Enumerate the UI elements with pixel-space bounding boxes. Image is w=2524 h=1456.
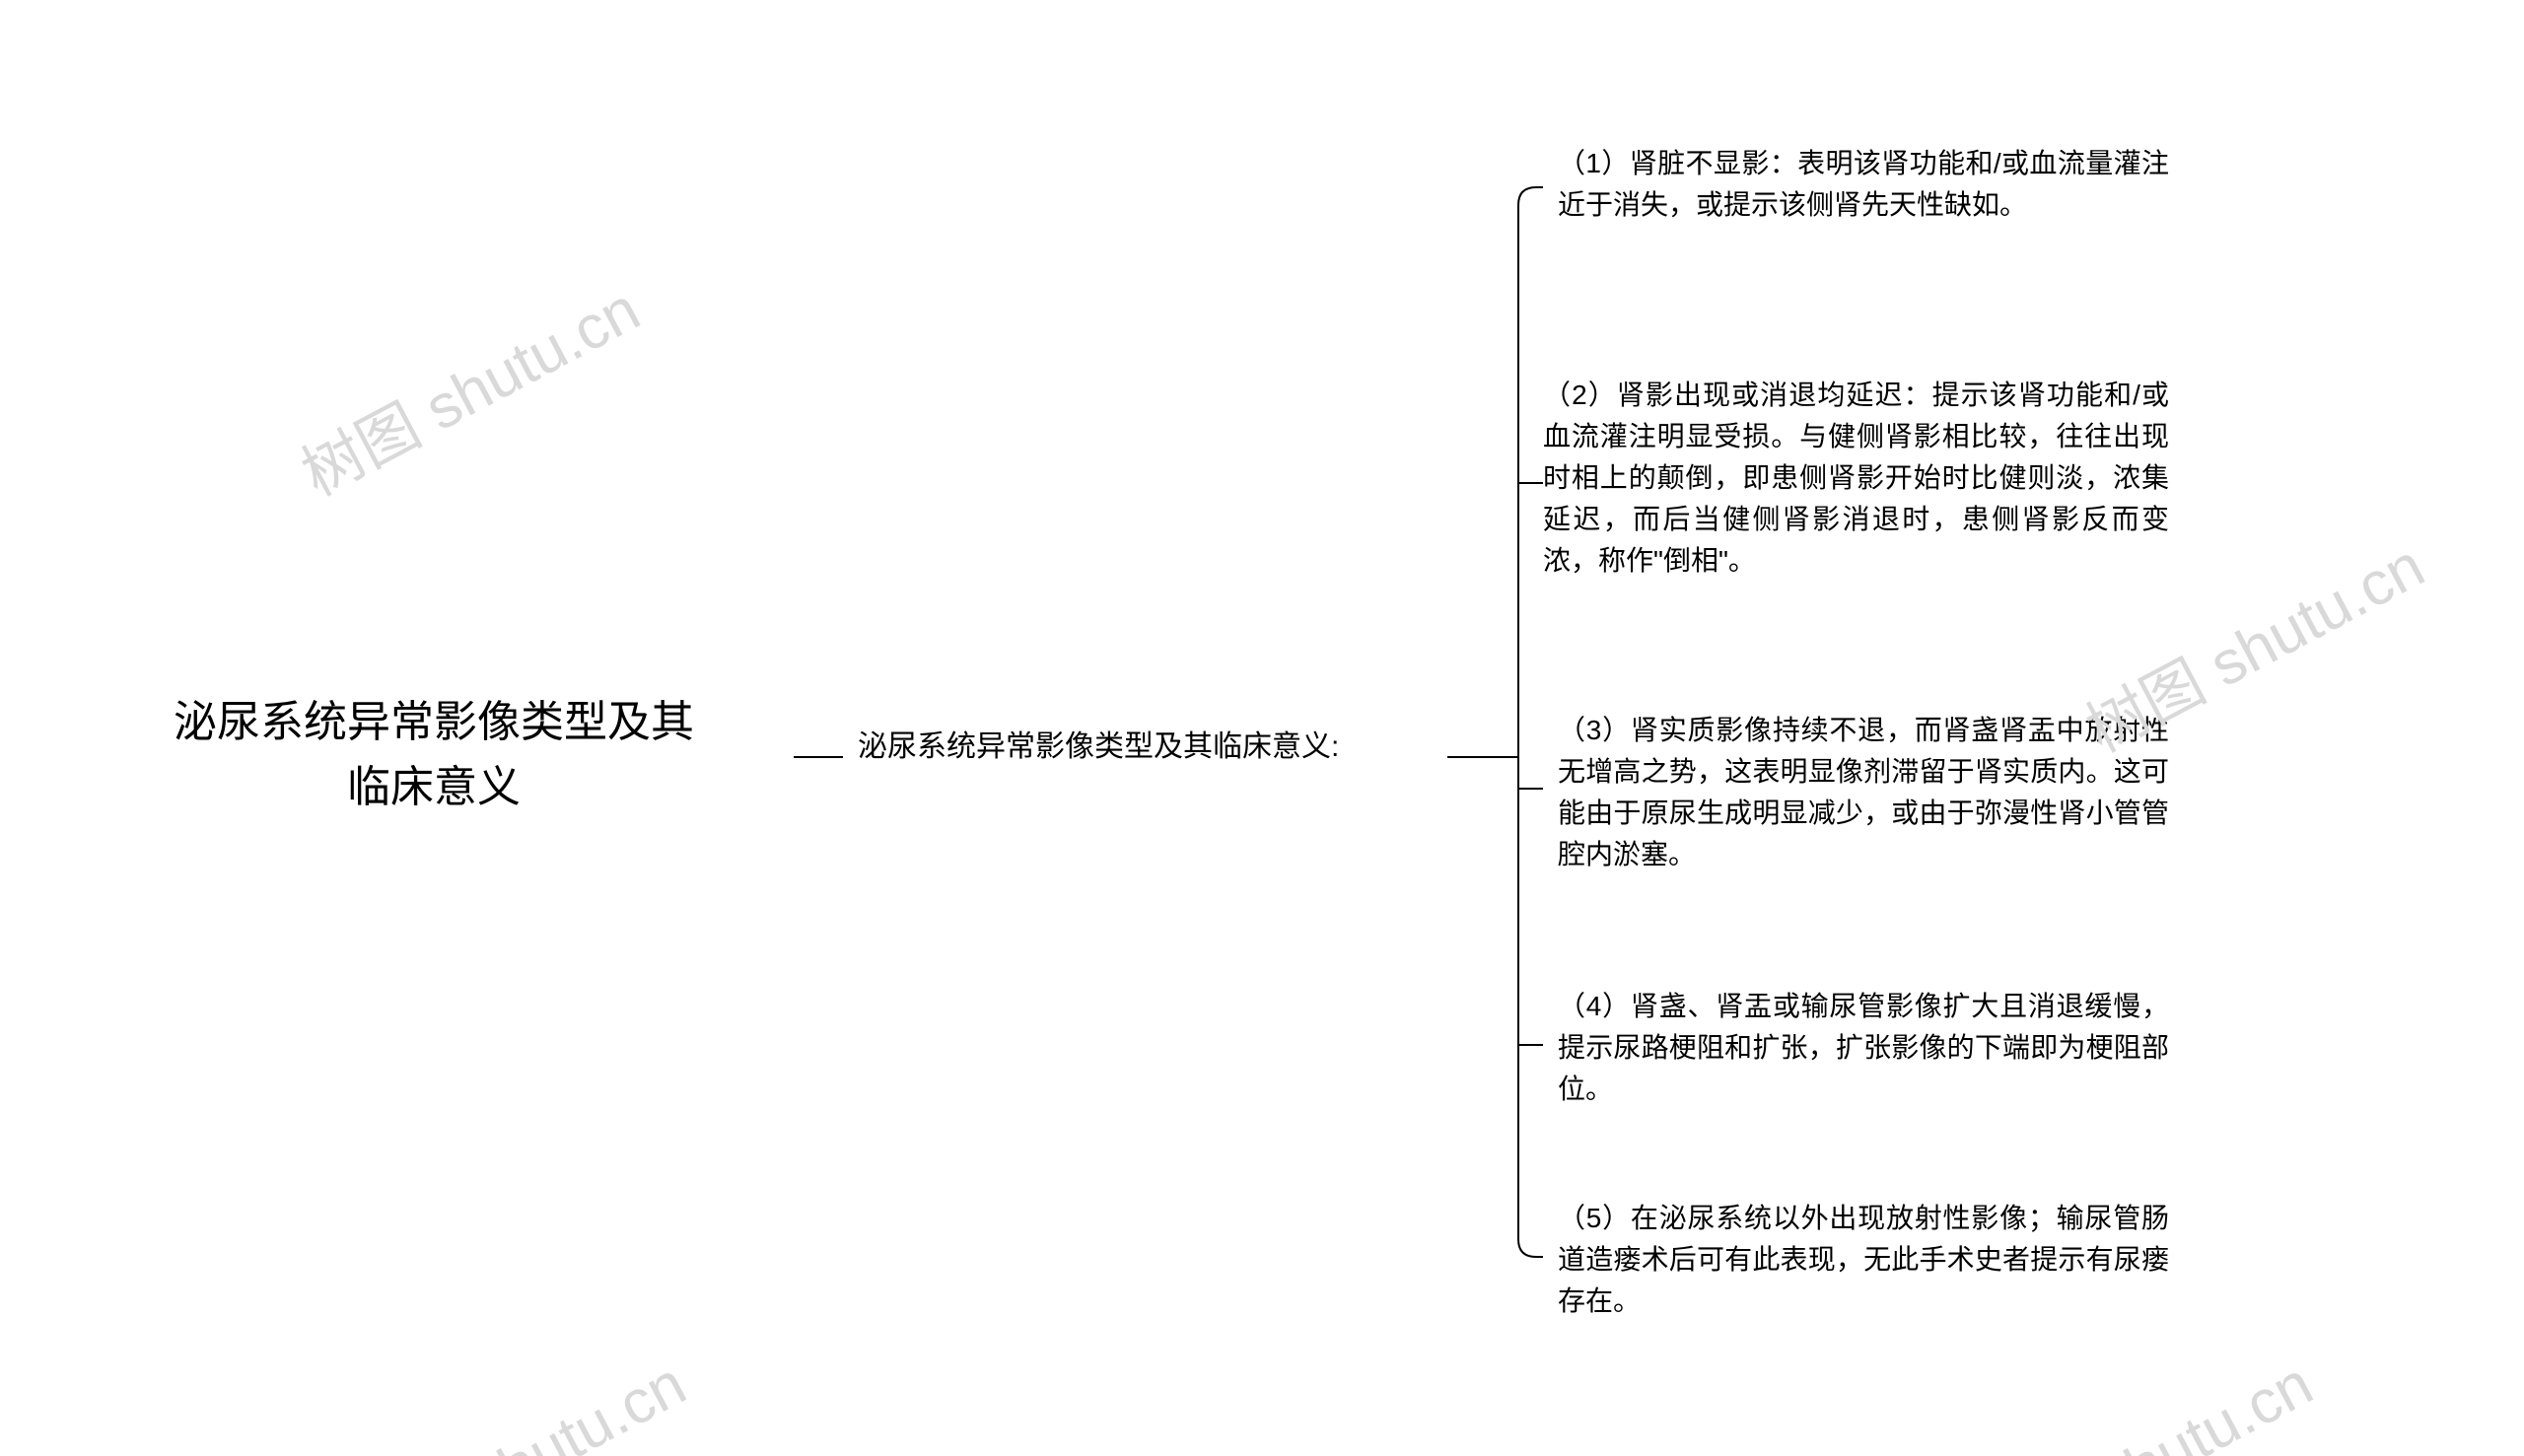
watermark: shutu.cn bbox=[460, 1349, 697, 1456]
watermark: shutu.cn bbox=[2087, 1349, 2324, 1456]
leaf-node: （5）在泌尿系统以外出现放射性影像；输尿管肠道造瘘术后可有此表现，无此手术史者提… bbox=[1558, 1198, 2169, 1322]
mid-node: 泌尿系统异常影像类型及其临床意义: bbox=[858, 725, 1430, 769]
mindmap-canvas: 泌尿系统异常影像类型及其临床意义 泌尿系统异常影像类型及其临床意义: （1）肾脏… bbox=[0, 0, 2524, 1456]
leaf-node: （4）肾盏、肾盂或输尿管影像扩大且消退缓慢，提示尿路梗阻和扩张，扩张影像的下端即… bbox=[1558, 986, 2169, 1110]
watermark: 树图 shutu.cn bbox=[284, 260, 653, 513]
root-node: 泌尿系统异常影像类型及其临床意义 bbox=[158, 690, 710, 820]
leaf-node: （1）肾脏不显影：表明该肾功能和/或血流量灌注近于消失，或提示该侧肾先天性缺如。 bbox=[1558, 143, 2169, 226]
leaf-node: （2）肾影出现或消退均延迟：提示该肾功能和/或血流灌注明显受损。与健侧肾影相比较… bbox=[1543, 375, 2169, 582]
leaf-node: （3）肾实质影像持续不退，而肾盏肾盂中放射性无增高之势，这表明显像剂滞留于肾实质… bbox=[1558, 710, 2169, 875]
